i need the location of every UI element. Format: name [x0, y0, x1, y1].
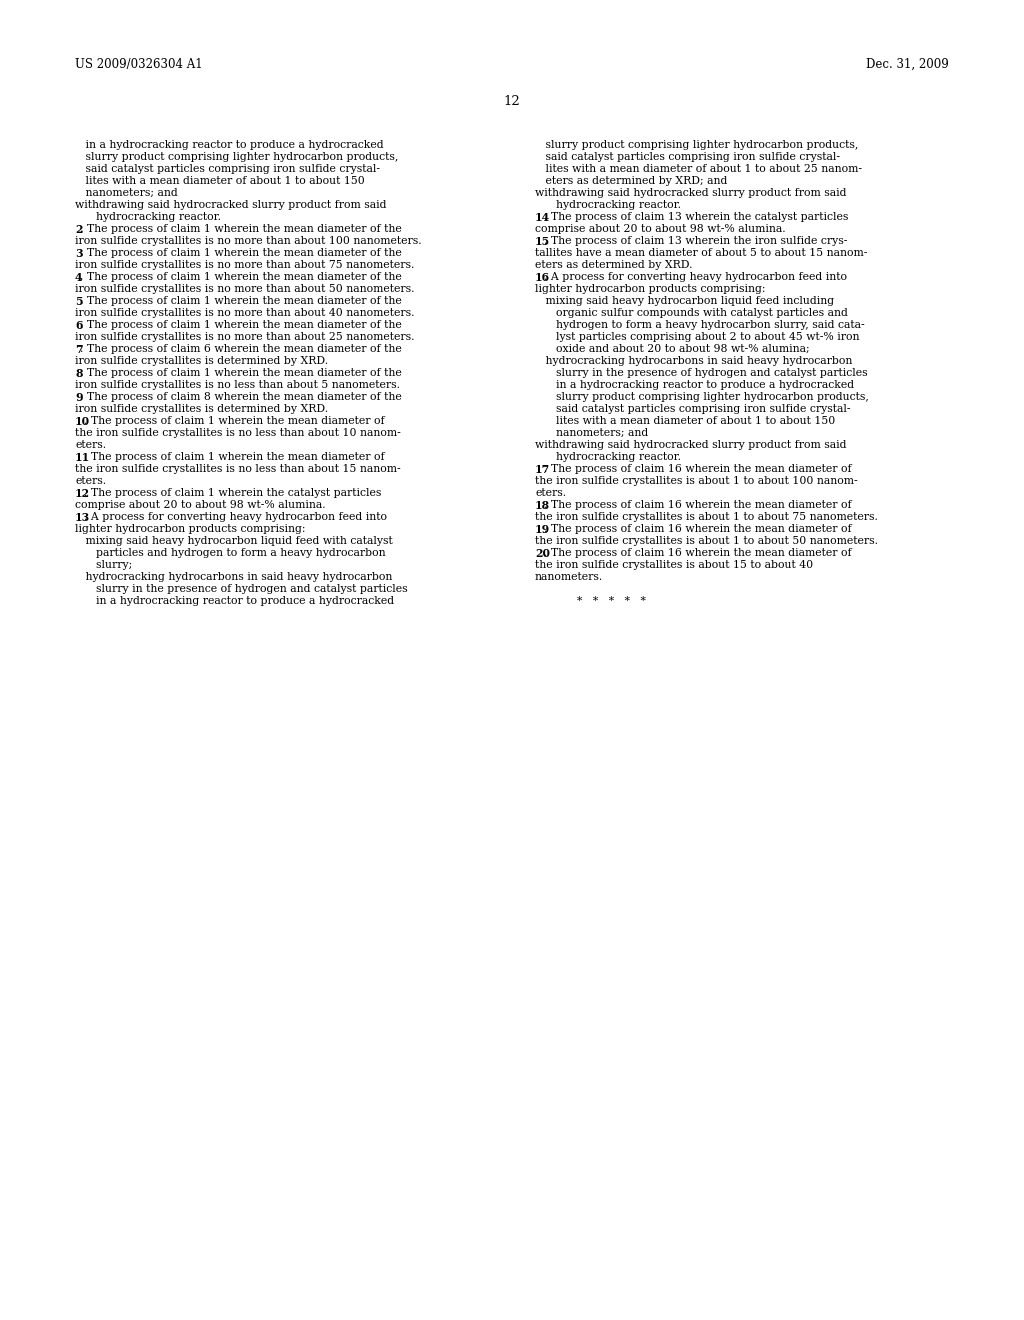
Text: slurry in the presence of hydrogen and catalyst particles: slurry in the presence of hydrogen and c… [75, 583, 408, 594]
Text: the iron sulfide crystallites is about 1 to about 50 nanometers.: the iron sulfide crystallites is about 1… [535, 536, 878, 546]
Text: eters.: eters. [535, 488, 566, 498]
Text: oxide and about 20 to about 98 wt-% alumina;: oxide and about 20 to about 98 wt-% alum… [535, 345, 810, 354]
Text: . The process of claim 1 wherein the mean diameter of the: . The process of claim 1 wherein the mea… [80, 224, 401, 234]
Text: slurry product comprising lighter hydrocarbon products,: slurry product comprising lighter hydroc… [535, 392, 869, 403]
Text: withdrawing said hydrocracked slurry product from said: withdrawing said hydrocracked slurry pro… [75, 201, 386, 210]
Text: 16: 16 [535, 272, 550, 282]
Text: said catalyst particles comprising iron sulfide crystal-: said catalyst particles comprising iron … [75, 164, 380, 174]
Text: eters as determined by XRD.: eters as determined by XRD. [535, 260, 692, 271]
Text: US 2009/0326304 A1: US 2009/0326304 A1 [75, 58, 203, 71]
Text: withdrawing said hydrocracked slurry product from said: withdrawing said hydrocracked slurry pro… [535, 440, 847, 450]
Text: 6: 6 [75, 319, 83, 331]
Text: said catalyst particles comprising iron sulfide crystal-: said catalyst particles comprising iron … [535, 152, 840, 162]
Text: the iron sulfide crystallites is about 1 to about 100 nanom-: the iron sulfide crystallites is about 1… [535, 477, 858, 486]
Text: nanometers; and: nanometers; and [75, 187, 178, 198]
Text: iron sulfide crystallites is determined by XRD.: iron sulfide crystallites is determined … [75, 356, 328, 366]
Text: lighter hydrocarbon products comprising:: lighter hydrocarbon products comprising: [535, 284, 766, 294]
Text: slurry product comprising lighter hydrocarbon products,: slurry product comprising lighter hydroc… [75, 152, 398, 162]
Text: . A process for converting heavy hydrocarbon feed into: . A process for converting heavy hydroca… [84, 512, 387, 521]
Text: 3: 3 [75, 248, 83, 259]
Text: . The process of claim 6 wherein the mean diameter of the: . The process of claim 6 wherein the mea… [80, 345, 401, 354]
Text: slurry;: slurry; [75, 560, 132, 570]
Text: . The process of claim 13 wherein the catalyst particles: . The process of claim 13 wherein the ca… [545, 213, 849, 222]
Text: . The process of claim 13 wherein the iron sulfide crys-: . The process of claim 13 wherein the ir… [545, 236, 848, 246]
Text: iron sulfide crystallites is no more than about 100 nanometers.: iron sulfide crystallites is no more tha… [75, 236, 422, 246]
Text: comprise about 20 to about 98 wt-% alumina.: comprise about 20 to about 98 wt-% alumi… [75, 500, 326, 510]
Text: iron sulfide crystallites is no more than about 50 nanometers.: iron sulfide crystallites is no more tha… [75, 284, 415, 294]
Text: organic sulfur compounds with catalyst particles and: organic sulfur compounds with catalyst p… [535, 308, 848, 318]
Text: mixing said heavy hydrocarbon liquid feed including: mixing said heavy hydrocarbon liquid fee… [535, 296, 835, 306]
Text: in a hydrocracking reactor to produce a hydrocracked: in a hydrocracking reactor to produce a … [75, 597, 394, 606]
Text: slurry in the presence of hydrogen and catalyst particles: slurry in the presence of hydrogen and c… [535, 368, 867, 378]
Text: slurry product comprising lighter hydrocarbon products,: slurry product comprising lighter hydroc… [535, 140, 858, 150]
Text: 19: 19 [535, 524, 550, 535]
Text: . The process of claim 1 wherein the mean diameter of the: . The process of claim 1 wherein the mea… [80, 368, 401, 378]
Text: lites with a mean diameter of about 1 to about 25 nanom-: lites with a mean diameter of about 1 to… [535, 164, 862, 174]
Text: hydrocracking reactor.: hydrocracking reactor. [535, 451, 681, 462]
Text: lites with a mean diameter of about 1 to about 150: lites with a mean diameter of about 1 to… [535, 416, 836, 426]
Text: . The process of claim 1 wherein the mean diameter of: . The process of claim 1 wherein the mea… [84, 416, 385, 426]
Text: lyst particles comprising about 2 to about 45 wt-% iron: lyst particles comprising about 2 to abo… [535, 333, 859, 342]
Text: the iron sulfide crystallites is no less than about 15 nanom-: the iron sulfide crystallites is no less… [75, 465, 400, 474]
Text: nanometers; and: nanometers; and [535, 428, 648, 438]
Text: the iron sulfide crystallites is about 1 to about 75 nanometers.: the iron sulfide crystallites is about 1… [535, 512, 878, 521]
Text: 17: 17 [535, 465, 550, 475]
Text: iron sulfide crystallites is no more than about 25 nanometers.: iron sulfide crystallites is no more tha… [75, 333, 415, 342]
Text: *   *   *   *   *: * * * * * [535, 597, 646, 606]
Text: 12: 12 [75, 488, 90, 499]
Text: . The process of claim 1 wherein the mean diameter of the: . The process of claim 1 wherein the mea… [80, 248, 401, 257]
Text: . The process of claim 16 wherein the mean diameter of: . The process of claim 16 wherein the me… [545, 500, 852, 510]
Text: 8: 8 [75, 368, 83, 379]
Text: 12: 12 [504, 95, 520, 108]
Text: Dec. 31, 2009: Dec. 31, 2009 [866, 58, 949, 71]
Text: tallites have a mean diameter of about 5 to about 15 nanom-: tallites have a mean diameter of about 5… [535, 248, 867, 257]
Text: . The process of claim 1 wherein the mean diameter of the: . The process of claim 1 wherein the mea… [80, 272, 401, 282]
Text: 5: 5 [75, 296, 83, 308]
Text: eters.: eters. [75, 477, 106, 486]
Text: withdrawing said hydrocracked slurry product from said: withdrawing said hydrocracked slurry pro… [535, 187, 847, 198]
Text: hydrogen to form a heavy hydrocarbon slurry, said cata-: hydrogen to form a heavy hydrocarbon slu… [535, 319, 864, 330]
Text: . The process of claim 1 wherein the catalyst particles: . The process of claim 1 wherein the cat… [84, 488, 382, 498]
Text: nanometers.: nanometers. [535, 572, 603, 582]
Text: lites with a mean diameter of about 1 to about 150: lites with a mean diameter of about 1 to… [75, 176, 365, 186]
Text: in a hydrocracking reactor to produce a hydrocracked: in a hydrocracking reactor to produce a … [535, 380, 854, 389]
Text: mixing said heavy hydrocarbon liquid feed with catalyst: mixing said heavy hydrocarbon liquid fee… [75, 536, 393, 546]
Text: 10: 10 [75, 416, 90, 426]
Text: hydrocracking hydrocarbons in said heavy hydrocarbon: hydrocracking hydrocarbons in said heavy… [535, 356, 852, 366]
Text: said catalyst particles comprising iron sulfide crystal-: said catalyst particles comprising iron … [535, 404, 851, 414]
Text: eters.: eters. [75, 440, 106, 450]
Text: . The process of claim 8 wherein the mean diameter of the: . The process of claim 8 wherein the mea… [80, 392, 401, 403]
Text: iron sulfide crystallites is no more than about 40 nanometers.: iron sulfide crystallites is no more tha… [75, 308, 415, 318]
Text: . The process of claim 16 wherein the mean diameter of: . The process of claim 16 wherein the me… [545, 465, 852, 474]
Text: . The process of claim 16 wherein the mean diameter of: . The process of claim 16 wherein the me… [545, 524, 852, 535]
Text: iron sulfide crystallites is no more than about 75 nanometers.: iron sulfide crystallites is no more tha… [75, 260, 415, 271]
Text: 7: 7 [75, 345, 83, 355]
Text: hydrocracking reactor.: hydrocracking reactor. [75, 213, 221, 222]
Text: in a hydrocracking reactor to produce a hydrocracked: in a hydrocracking reactor to produce a … [75, 140, 384, 150]
Text: the iron sulfide crystallites is about 15 to about 40: the iron sulfide crystallites is about 1… [535, 560, 813, 570]
Text: 20: 20 [535, 548, 550, 558]
Text: 13: 13 [75, 512, 90, 523]
Text: . The process of claim 16 wherein the mean diameter of: . The process of claim 16 wherein the me… [545, 548, 852, 558]
Text: hydrocracking reactor.: hydrocracking reactor. [535, 201, 681, 210]
Text: 4: 4 [75, 272, 83, 282]
Text: lighter hydrocarbon products comprising:: lighter hydrocarbon products comprising: [75, 524, 305, 535]
Text: . The process of claim 1 wherein the mean diameter of the: . The process of claim 1 wherein the mea… [80, 296, 401, 306]
Text: iron sulfide crystallites is no less than about 5 nanometers.: iron sulfide crystallites is no less tha… [75, 380, 400, 389]
Text: iron sulfide crystallites is determined by XRD.: iron sulfide crystallites is determined … [75, 404, 328, 414]
Text: 15: 15 [535, 236, 550, 247]
Text: comprise about 20 to about 98 wt-% alumina.: comprise about 20 to about 98 wt-% alumi… [535, 224, 785, 234]
Text: 11: 11 [75, 451, 90, 463]
Text: the iron sulfide crystallites is no less than about 10 nanom-: the iron sulfide crystallites is no less… [75, 428, 400, 438]
Text: 9: 9 [75, 392, 83, 403]
Text: particles and hydrogen to form a heavy hydrocarbon: particles and hydrogen to form a heavy h… [75, 548, 386, 558]
Text: 2: 2 [75, 224, 83, 235]
Text: . A process for converting heavy hydrocarbon feed into: . A process for converting heavy hydroca… [545, 272, 848, 282]
Text: 18: 18 [535, 500, 550, 511]
Text: 14: 14 [535, 213, 550, 223]
Text: eters as determined by XRD; and: eters as determined by XRD; and [535, 176, 727, 186]
Text: . The process of claim 1 wherein the mean diameter of the: . The process of claim 1 wherein the mea… [80, 319, 401, 330]
Text: . The process of claim 1 wherein the mean diameter of: . The process of claim 1 wherein the mea… [84, 451, 385, 462]
Text: hydrocracking hydrocarbons in said heavy hydrocarbon: hydrocracking hydrocarbons in said heavy… [75, 572, 392, 582]
